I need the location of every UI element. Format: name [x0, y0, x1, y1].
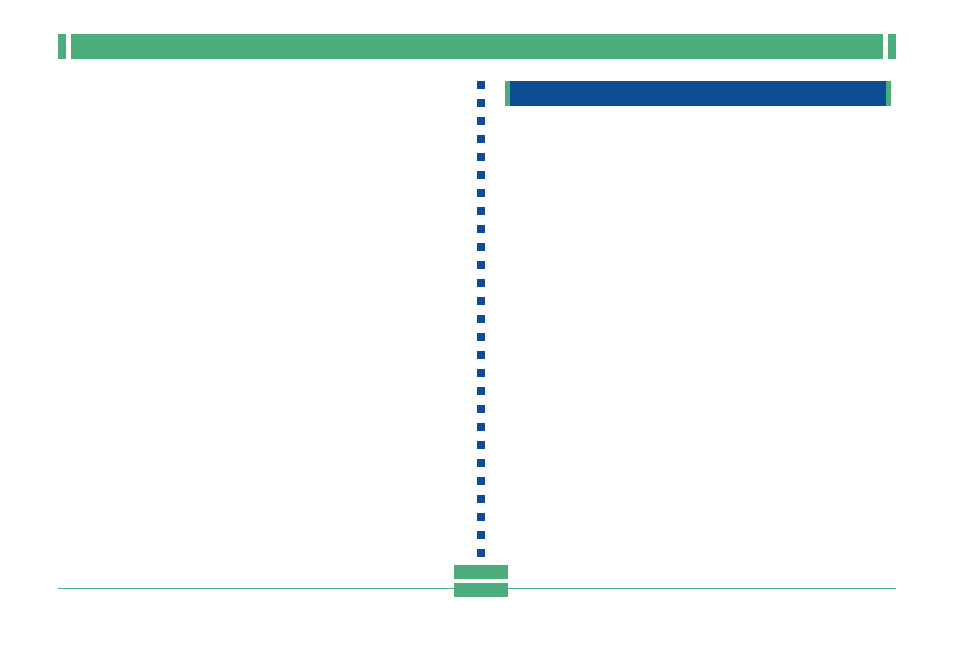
- right-section-bar-left-cap: [505, 81, 510, 106]
- vertical-divider-dot: [477, 153, 485, 161]
- vertical-divider-dot: [477, 405, 485, 413]
- vertical-divider-dot: [477, 459, 485, 467]
- vertical-divider-dot: [477, 135, 485, 143]
- vertical-divider-dot: [477, 369, 485, 377]
- top-bar-right-gap: [883, 34, 888, 59]
- vertical-divider-dot: [477, 387, 485, 395]
- vertical-divider-dot: [477, 189, 485, 197]
- vertical-divider-dot: [477, 297, 485, 305]
- vertical-divider-dot: [477, 495, 485, 503]
- vertical-divider-dot: [477, 351, 485, 359]
- right-section-bar-right-cap: [886, 81, 891, 106]
- vertical-divider-dot: [477, 99, 485, 107]
- vertical-divider-dot: [477, 225, 485, 233]
- vertical-divider-dot: [477, 243, 485, 251]
- vertical-divider-dot: [477, 81, 485, 89]
- vertical-divider-dot: [477, 261, 485, 269]
- right-section-bar: [505, 81, 891, 106]
- vertical-divider-dot: [477, 207, 485, 215]
- bottom-center-block-gap: [454, 579, 508, 583]
- vertical-divider-dot: [477, 513, 485, 521]
- vertical-divider-dot: [477, 549, 485, 557]
- vertical-divider-dot: [477, 315, 485, 323]
- top-header-bar: [58, 34, 896, 59]
- vertical-divider-dot: [477, 117, 485, 125]
- vertical-divider-dot: [477, 423, 485, 431]
- vertical-divider-dot: [477, 531, 485, 539]
- vertical-divider-dot: [477, 441, 485, 449]
- vertical-divider-dot: [477, 279, 485, 287]
- vertical-divider-dot: [477, 333, 485, 341]
- top-bar-left-gap: [66, 34, 71, 59]
- vertical-divider-dot: [477, 171, 485, 179]
- vertical-divider-dot: [477, 477, 485, 485]
